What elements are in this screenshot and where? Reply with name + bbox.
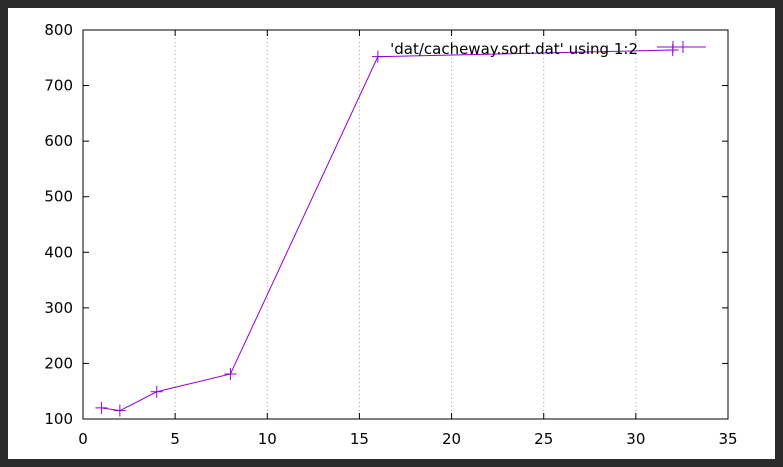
x-axis-tick-labels: 0 5 10 15 20 25 30 35	[78, 430, 737, 448]
x-tick-label: 5	[170, 430, 180, 448]
y-tick-label: 200	[44, 354, 73, 372]
y-tick-label: 800	[44, 21, 73, 39]
legend-label: 'dat/cacheway.sort.dat' using 1:2	[390, 40, 638, 58]
y-tick-label: 500	[44, 188, 73, 206]
y-tick-label: 400	[44, 243, 73, 261]
legend: 'dat/cacheway.sort.dat' using 1:2	[390, 40, 706, 58]
data-point-marker	[95, 401, 108, 414]
y-tick-label: 700	[44, 77, 73, 95]
series-group	[95, 44, 679, 417]
x-tick-label: 30	[626, 430, 645, 448]
y-tick-label: 300	[44, 299, 73, 317]
data-point-marker	[224, 367, 237, 380]
legend-marker-sample	[677, 41, 689, 53]
grid-lines	[174, 30, 637, 419]
y-axis-tick-labels: 100 200 300 400 500 600 700 800	[44, 21, 73, 428]
x-tick-label: 35	[718, 430, 737, 448]
axis-ticks	[82, 29, 729, 420]
data-point-marker	[113, 404, 126, 417]
x-tick-label: 20	[442, 430, 461, 448]
data-point-marker	[371, 50, 384, 63]
x-tick-label: 0	[78, 430, 88, 448]
plot-border	[82, 29, 729, 420]
line-chart: 0 5 10 15 20 25 30 35 100200300400500600700800 …	[44, 21, 737, 448]
series-line	[101, 49, 673, 412]
y-tick-label: 100	[44, 410, 73, 428]
x-tick-label: 15	[350, 430, 369, 448]
y-tick-label: 600	[44, 132, 73, 150]
chart-canvas: 0 5 10 15 20 25 30 35 100 200 300 400 500 600 700 800 …	[8, 8, 775, 459]
x-tick-label: 25	[534, 430, 553, 448]
x-tick-label: 10	[258, 430, 277, 448]
data-point-marker	[150, 385, 163, 398]
